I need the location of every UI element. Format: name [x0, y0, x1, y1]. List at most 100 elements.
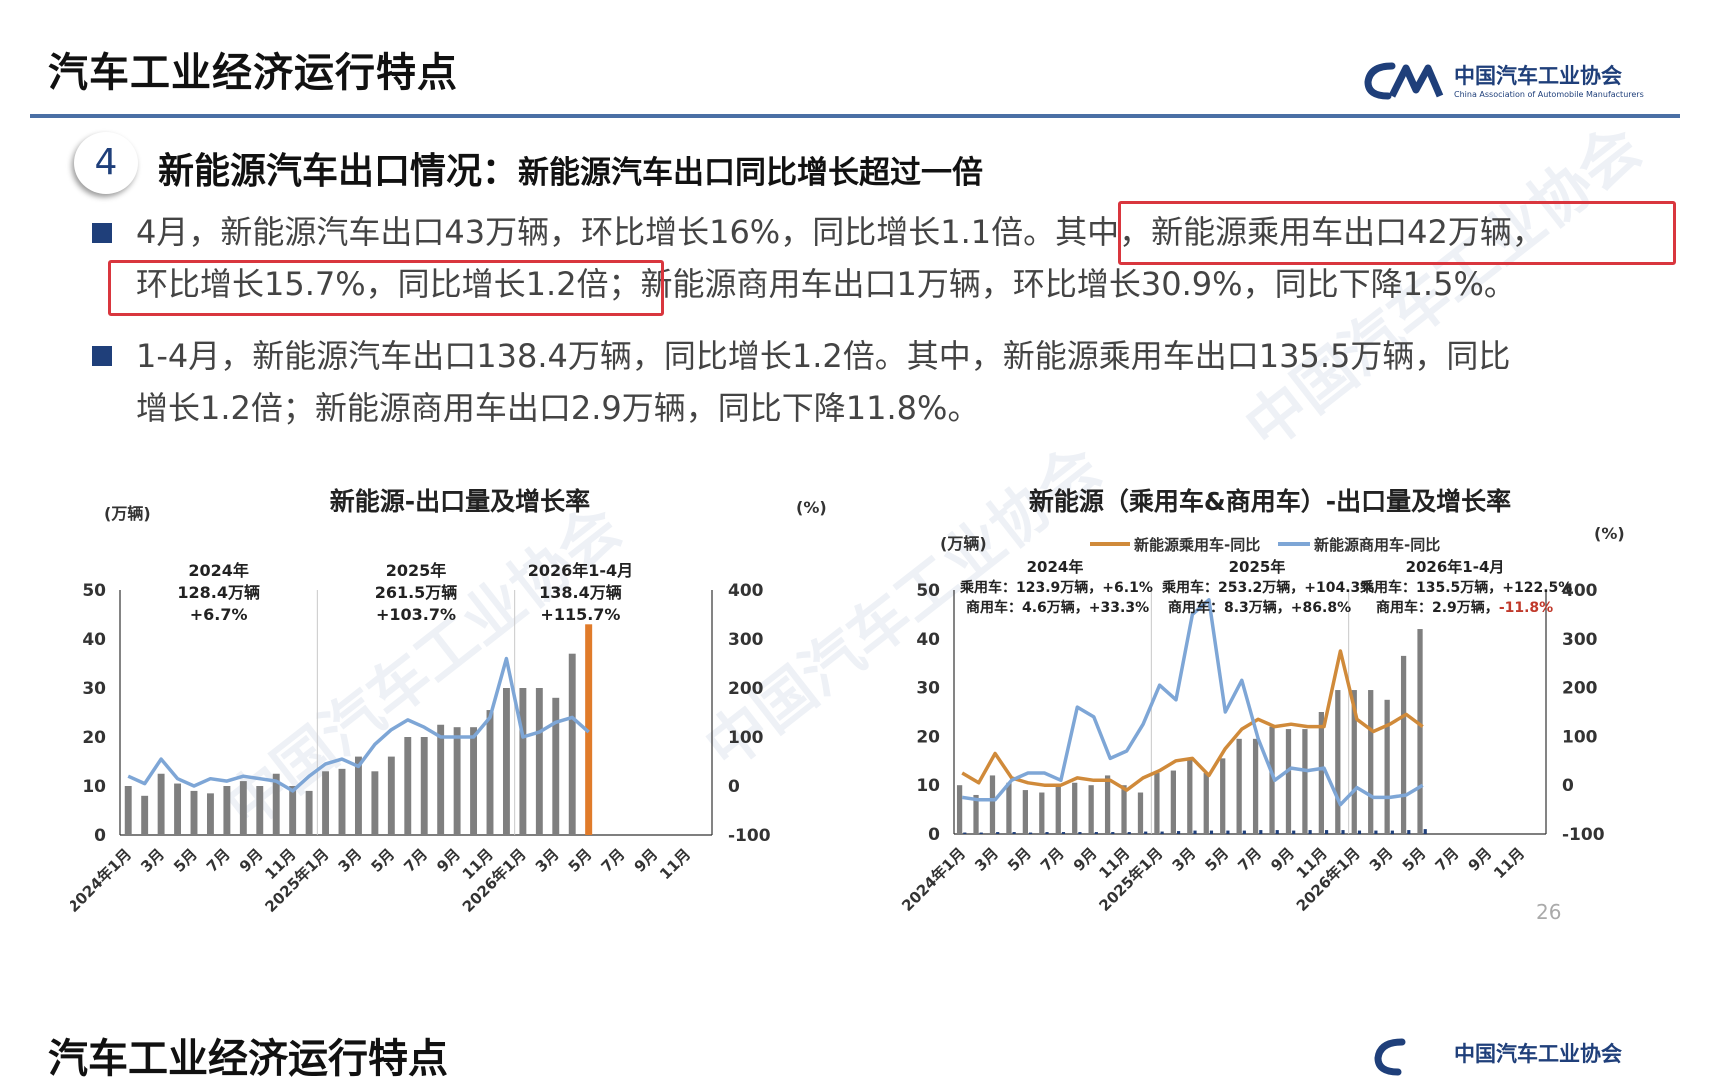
export-volume-bar	[519, 688, 527, 835]
x-tick-label: 5月	[565, 845, 596, 876]
y-tick-label: 50	[916, 581, 940, 601]
y-tick-label: 10	[82, 777, 106, 797]
export-volume-bar	[174, 783, 182, 835]
passenger-yoy-line	[961, 649, 1424, 792]
x-tick-label: 7月	[598, 845, 629, 876]
period-label-year: 2026年1-4月	[528, 561, 633, 580]
bullet-marker	[92, 346, 112, 366]
passenger-volume-bar	[1006, 782, 1012, 834]
commercial-volume-bar	[1094, 832, 1098, 834]
period-label-volume: 128.4万辆	[177, 583, 260, 602]
period-label-volume: 261.5万辆	[375, 583, 458, 602]
period-label-year: 2025年	[386, 561, 447, 580]
commercial-volume-bar	[1160, 831, 1164, 834]
export-volume-bar	[305, 790, 313, 835]
bullet-paragraph-2-line-1: 1-4月，新能源汽车出口138.4万辆，同比增长1.2倍。其中，新能源乘用车出口…	[136, 337, 1511, 375]
commercial-volume-bar	[996, 832, 1000, 834]
x-tick-label: 7月	[1234, 844, 1265, 875]
x-tick-label: 5月	[170, 845, 201, 876]
x-tick-label: 2024年1月	[70, 845, 135, 916]
commercial-volume-bar	[1193, 830, 1197, 834]
passenger-volume-bar	[1088, 785, 1094, 834]
header-rule	[30, 114, 1680, 118]
y-tick-label: 50	[82, 581, 106, 601]
export-volume-bar	[420, 737, 428, 835]
y-tick-label: 10	[916, 776, 940, 796]
passenger-volume-bar	[1055, 785, 1061, 834]
y2-tick-label: 200	[728, 679, 764, 699]
x-tick-label: 5月	[1399, 844, 1430, 875]
commercial-volume-bar	[1029, 832, 1033, 834]
passenger-volume-bar	[1269, 726, 1275, 834]
commercial-volume-bar	[1374, 830, 1378, 834]
passenger-volume-bar	[989, 775, 996, 834]
export-volume-bar	[272, 773, 280, 835]
period-label-growth: +115.7%	[540, 605, 620, 624]
commercial-volume-bar	[1259, 830, 1263, 834]
x-tick-label: 5月	[367, 845, 398, 876]
section-number-badge: 4	[74, 132, 138, 194]
y-tick-label: 0	[94, 826, 106, 846]
section-title: 新能源汽车出口情况：新能源汽车出口同比增长超过一倍	[158, 142, 983, 194]
commercial-volume-bar	[1407, 830, 1411, 834]
y-tick-label: 30	[82, 679, 106, 699]
logo-text-cn: 中国汽车工业协会	[1454, 1042, 1622, 1066]
commercial-volume-bar	[1045, 832, 1049, 834]
passenger-volume-bar	[1318, 712, 1324, 834]
x-tick-label: 7月	[1432, 844, 1463, 875]
passenger-volume-bar	[1335, 690, 1341, 834]
y2-tick-label: 200	[1562, 679, 1598, 699]
logo-text-cn: 中国汽车工业协会	[1454, 64, 1622, 88]
x-tick-label: 3月	[335, 845, 366, 876]
commercial-volume-bar	[1209, 830, 1214, 834]
section-title-sub: 新能源汽车出口同比增长超过一倍	[518, 155, 984, 191]
bullet-marker	[92, 223, 112, 243]
y2-tick-label: -100	[728, 826, 771, 846]
legend-label: 新能源商用车-同比	[1314, 536, 1440, 554]
commercial-volume-bar	[1390, 830, 1394, 834]
export-volume-bar	[206, 793, 214, 835]
period-label-year: 2026年1-4月	[1406, 558, 1505, 576]
passenger-volume-bar	[1302, 729, 1308, 834]
export-volume-bar	[552, 697, 560, 835]
export-volume-bar	[535, 688, 543, 835]
logo-text-en: China Association of Automobile Manufact…	[1454, 90, 1644, 99]
passenger-volume-bar	[1121, 785, 1127, 834]
period-label-line1: 乘用车：253.2万辆，+104.3%	[1161, 579, 1374, 596]
export-volume-bar	[289, 786, 297, 835]
x-tick-label: 3月	[971, 844, 1002, 875]
bullet-paragraph-1-line-2: 环比增长15.7%，同比增长1.2倍；新能源商用车出口1万辆，环比增长30.9%…	[136, 265, 1516, 303]
passenger-volume-bar	[973, 794, 979, 834]
y-tick-label: 40	[82, 630, 106, 650]
export-volume-bar	[256, 786, 264, 835]
period-label-year: 2024年	[1027, 558, 1084, 576]
passenger-volume-bar	[1236, 738, 1242, 834]
passenger-volume-bar	[1384, 699, 1390, 834]
commercial-volume-bar	[1275, 830, 1279, 834]
chart-2-y2-unit: (%)	[1594, 524, 1625, 543]
commercial-volume-bar	[1357, 830, 1362, 834]
passenger-volume-bar	[1154, 773, 1160, 834]
period-label-line2: 商用车：2.9万辆，-11.8%	[1376, 599, 1553, 616]
export-volume-bar	[190, 790, 198, 835]
commercial-volume-bar	[1177, 831, 1181, 834]
export-volume-bar	[322, 771, 330, 835]
y2-tick-label: 300	[728, 630, 764, 650]
commercial-volume-bar	[1226, 830, 1230, 834]
caam-logo-mark	[1364, 62, 1444, 100]
chart-1-title: 新能源-出口量及增长率	[329, 487, 591, 516]
export-volume-bar	[437, 724, 445, 835]
period-label-growth: +6.7%	[190, 605, 248, 624]
caam-logo-mark	[1374, 1038, 1406, 1076]
y-tick-label: 20	[916, 727, 940, 747]
export-volume-bar	[338, 768, 346, 835]
export-volume-bar	[157, 773, 165, 835]
period-label-growth: +103.7%	[376, 605, 456, 624]
export-volume-bar	[223, 786, 231, 835]
legend-label: 新能源乘用车-同比	[1134, 536, 1260, 554]
passenger-volume-bar	[1170, 770, 1176, 834]
x-tick-label: 11月	[656, 845, 694, 883]
y-tick-label: 20	[82, 728, 106, 748]
export-volume-bar	[470, 727, 478, 835]
